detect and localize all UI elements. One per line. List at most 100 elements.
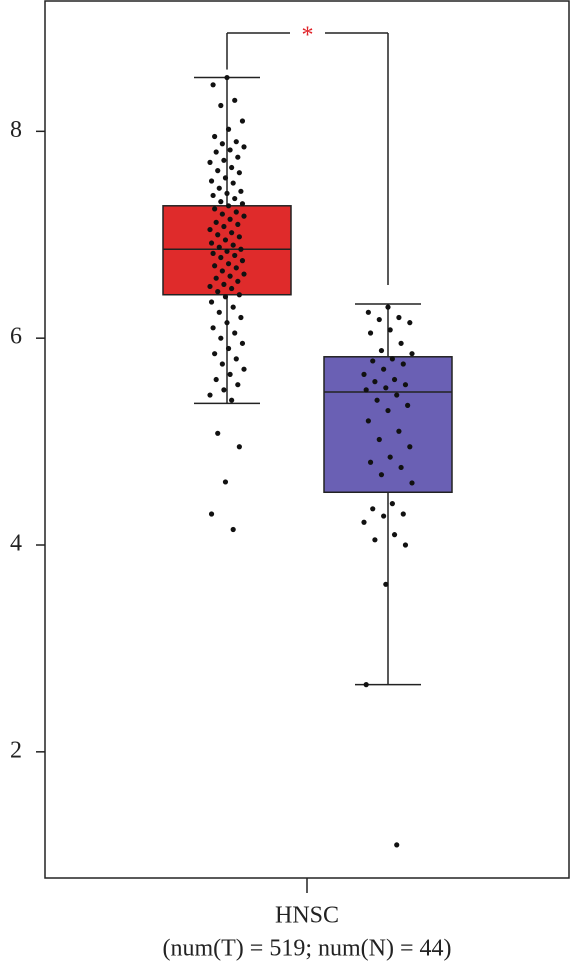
point xyxy=(239,118,246,124)
point xyxy=(376,436,382,443)
point xyxy=(230,242,236,248)
point xyxy=(215,232,221,238)
point xyxy=(213,219,219,225)
x-tick-label: HNSC xyxy=(275,903,339,929)
point xyxy=(391,376,398,383)
point xyxy=(367,330,374,336)
point xyxy=(224,248,230,254)
point xyxy=(400,511,406,517)
point xyxy=(222,479,229,485)
point xyxy=(210,325,216,331)
point xyxy=(215,289,221,295)
point xyxy=(222,294,229,300)
point xyxy=(224,190,230,196)
point xyxy=(218,102,224,109)
point xyxy=(398,340,404,346)
point xyxy=(224,320,230,326)
point xyxy=(216,309,222,315)
point xyxy=(409,480,415,486)
point xyxy=(229,285,235,292)
point xyxy=(241,213,247,219)
point xyxy=(230,180,236,186)
point xyxy=(370,358,376,364)
point xyxy=(207,392,213,398)
point xyxy=(207,159,213,165)
point xyxy=(381,513,387,519)
point xyxy=(212,351,218,357)
y-tick-label: 6 xyxy=(10,324,22,350)
point xyxy=(232,330,238,336)
point xyxy=(235,278,241,284)
point xyxy=(396,314,402,321)
point xyxy=(398,464,404,471)
point xyxy=(233,356,239,362)
point xyxy=(363,682,369,688)
point xyxy=(215,168,221,174)
point xyxy=(391,532,398,538)
point xyxy=(221,281,227,287)
y-tick-label: 8 xyxy=(10,117,22,143)
plot-frame xyxy=(44,0,570,879)
point xyxy=(383,385,389,391)
point xyxy=(383,581,389,587)
point xyxy=(227,371,233,377)
point xyxy=(409,351,415,357)
point xyxy=(230,526,236,533)
point xyxy=(238,188,244,194)
point xyxy=(407,320,413,326)
point xyxy=(236,444,242,450)
point xyxy=(241,271,247,277)
subtitle: (num(T) = 519; num(N) = 44) xyxy=(162,936,451,962)
box xyxy=(323,356,453,494)
point xyxy=(221,387,227,393)
point xyxy=(219,268,225,274)
point xyxy=(225,345,232,352)
point xyxy=(219,361,225,367)
point xyxy=(213,149,219,155)
point xyxy=(367,459,374,465)
point xyxy=(241,366,247,372)
point xyxy=(396,428,402,434)
box xyxy=(162,205,292,296)
point xyxy=(232,195,238,202)
point xyxy=(385,407,391,414)
point xyxy=(221,223,227,230)
point xyxy=(236,170,242,176)
point xyxy=(208,240,215,246)
point xyxy=(394,842,400,848)
point xyxy=(378,347,385,354)
point xyxy=(387,454,393,460)
point xyxy=(225,203,232,209)
point xyxy=(222,237,229,243)
point xyxy=(389,356,395,362)
point xyxy=(378,472,385,478)
point xyxy=(219,211,225,217)
point xyxy=(218,254,224,261)
point xyxy=(216,185,222,191)
point xyxy=(218,199,224,205)
point xyxy=(402,382,409,388)
point xyxy=(372,537,378,543)
point xyxy=(405,402,411,408)
point xyxy=(239,201,246,207)
point xyxy=(385,304,391,310)
point xyxy=(400,361,406,367)
point xyxy=(208,299,215,305)
point xyxy=(212,133,218,140)
point xyxy=(407,444,413,450)
point xyxy=(227,273,233,279)
point xyxy=(229,230,235,236)
y-tick-label: 4 xyxy=(10,531,22,557)
point xyxy=(224,74,230,81)
point xyxy=(238,314,244,321)
point xyxy=(208,178,215,184)
y-tick-label: 2 xyxy=(10,737,22,763)
point xyxy=(229,164,235,171)
point xyxy=(212,206,218,212)
point xyxy=(233,139,239,145)
point xyxy=(361,519,367,525)
point xyxy=(381,366,387,372)
point xyxy=(213,376,219,383)
point xyxy=(236,292,242,298)
